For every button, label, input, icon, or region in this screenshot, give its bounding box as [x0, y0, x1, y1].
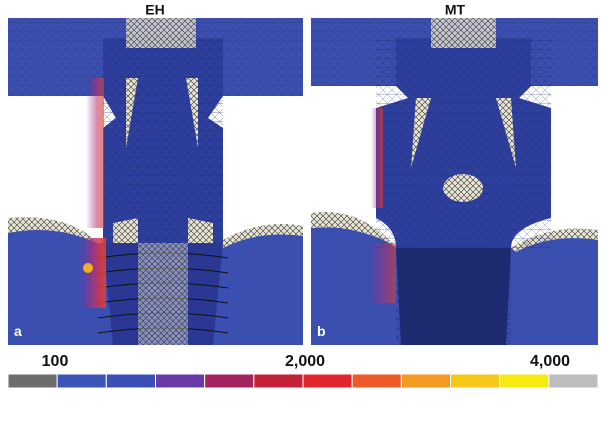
- panel-b: b: [311, 18, 598, 345]
- color-swatch: [549, 374, 598, 388]
- color-swatch: [156, 374, 205, 388]
- panel-title: MT: [445, 2, 466, 18]
- colorbar-label: 2,000: [285, 353, 325, 370]
- color-swatch: [57, 374, 106, 388]
- figure: a b EH MT 100 2,000 4,000: [0, 0, 602, 418]
- color-swatch: [8, 374, 57, 388]
- color-swatch: [451, 374, 500, 388]
- color-swatch: [205, 374, 254, 388]
- color-swatch: [401, 374, 450, 388]
- color-swatch: [254, 374, 303, 388]
- panel-label: a: [14, 323, 22, 339]
- panel-label: b: [317, 323, 326, 339]
- color-swatch: [303, 374, 352, 388]
- colorbar-label: 100: [42, 353, 69, 370]
- color-swatch: [352, 374, 401, 388]
- color-swatch: [500, 374, 549, 388]
- colorbar-label: 4,000: [530, 353, 570, 370]
- panel-title: EH: [145, 2, 164, 18]
- colorbar: [8, 374, 598, 388]
- panel-a: a: [8, 18, 303, 345]
- color-swatch: [106, 374, 155, 388]
